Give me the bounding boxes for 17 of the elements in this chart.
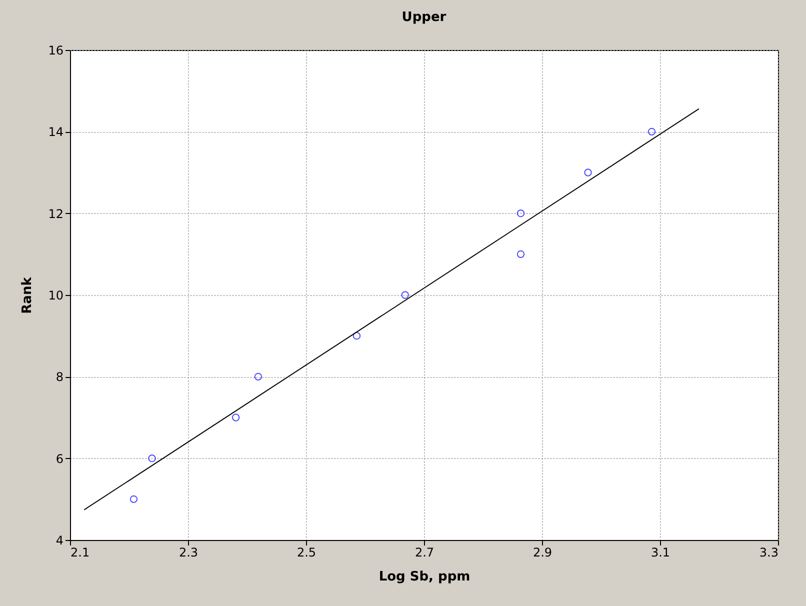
y-tick-label: 14 — [48, 125, 64, 140]
x-tick-label: 2.1 — [70, 546, 90, 560]
y-tick-label: 8 — [56, 370, 64, 384]
x-tick-label: 2.9 — [532, 546, 552, 560]
x-tick-label: 2.3 — [178, 546, 198, 560]
x-tick-label: 2.7 — [414, 546, 434, 560]
x-tick-label: 3.1 — [650, 546, 670, 560]
y-axis-title: Rank — [20, 276, 36, 314]
x-axis-title: Log Sb, ppm — [378, 570, 470, 584]
chart-title: Upper — [402, 10, 447, 25]
y-tick-label: 16 — [48, 44, 64, 58]
x-tick-label: 2.5 — [296, 546, 316, 560]
y-tick-label: 12 — [48, 206, 64, 221]
y-tick-label: 6 — [56, 452, 64, 466]
x-tick-label: 3.3 — [759, 546, 778, 560]
y-tick-label: 10 — [48, 288, 64, 302]
y-tick-label: 4 — [56, 534, 64, 548]
